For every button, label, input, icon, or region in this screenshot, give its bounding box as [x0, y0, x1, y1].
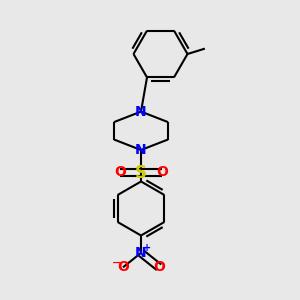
- Text: N: N: [135, 143, 147, 157]
- Text: N: N: [135, 105, 147, 118]
- Text: O: O: [117, 260, 129, 274]
- Text: O: O: [156, 166, 168, 179]
- Text: S: S: [135, 164, 147, 181]
- Text: O: O: [114, 166, 126, 179]
- Text: +: +: [143, 243, 151, 253]
- Text: O: O: [153, 260, 165, 274]
- Text: N: N: [135, 246, 147, 260]
- Text: −: −: [112, 258, 121, 268]
